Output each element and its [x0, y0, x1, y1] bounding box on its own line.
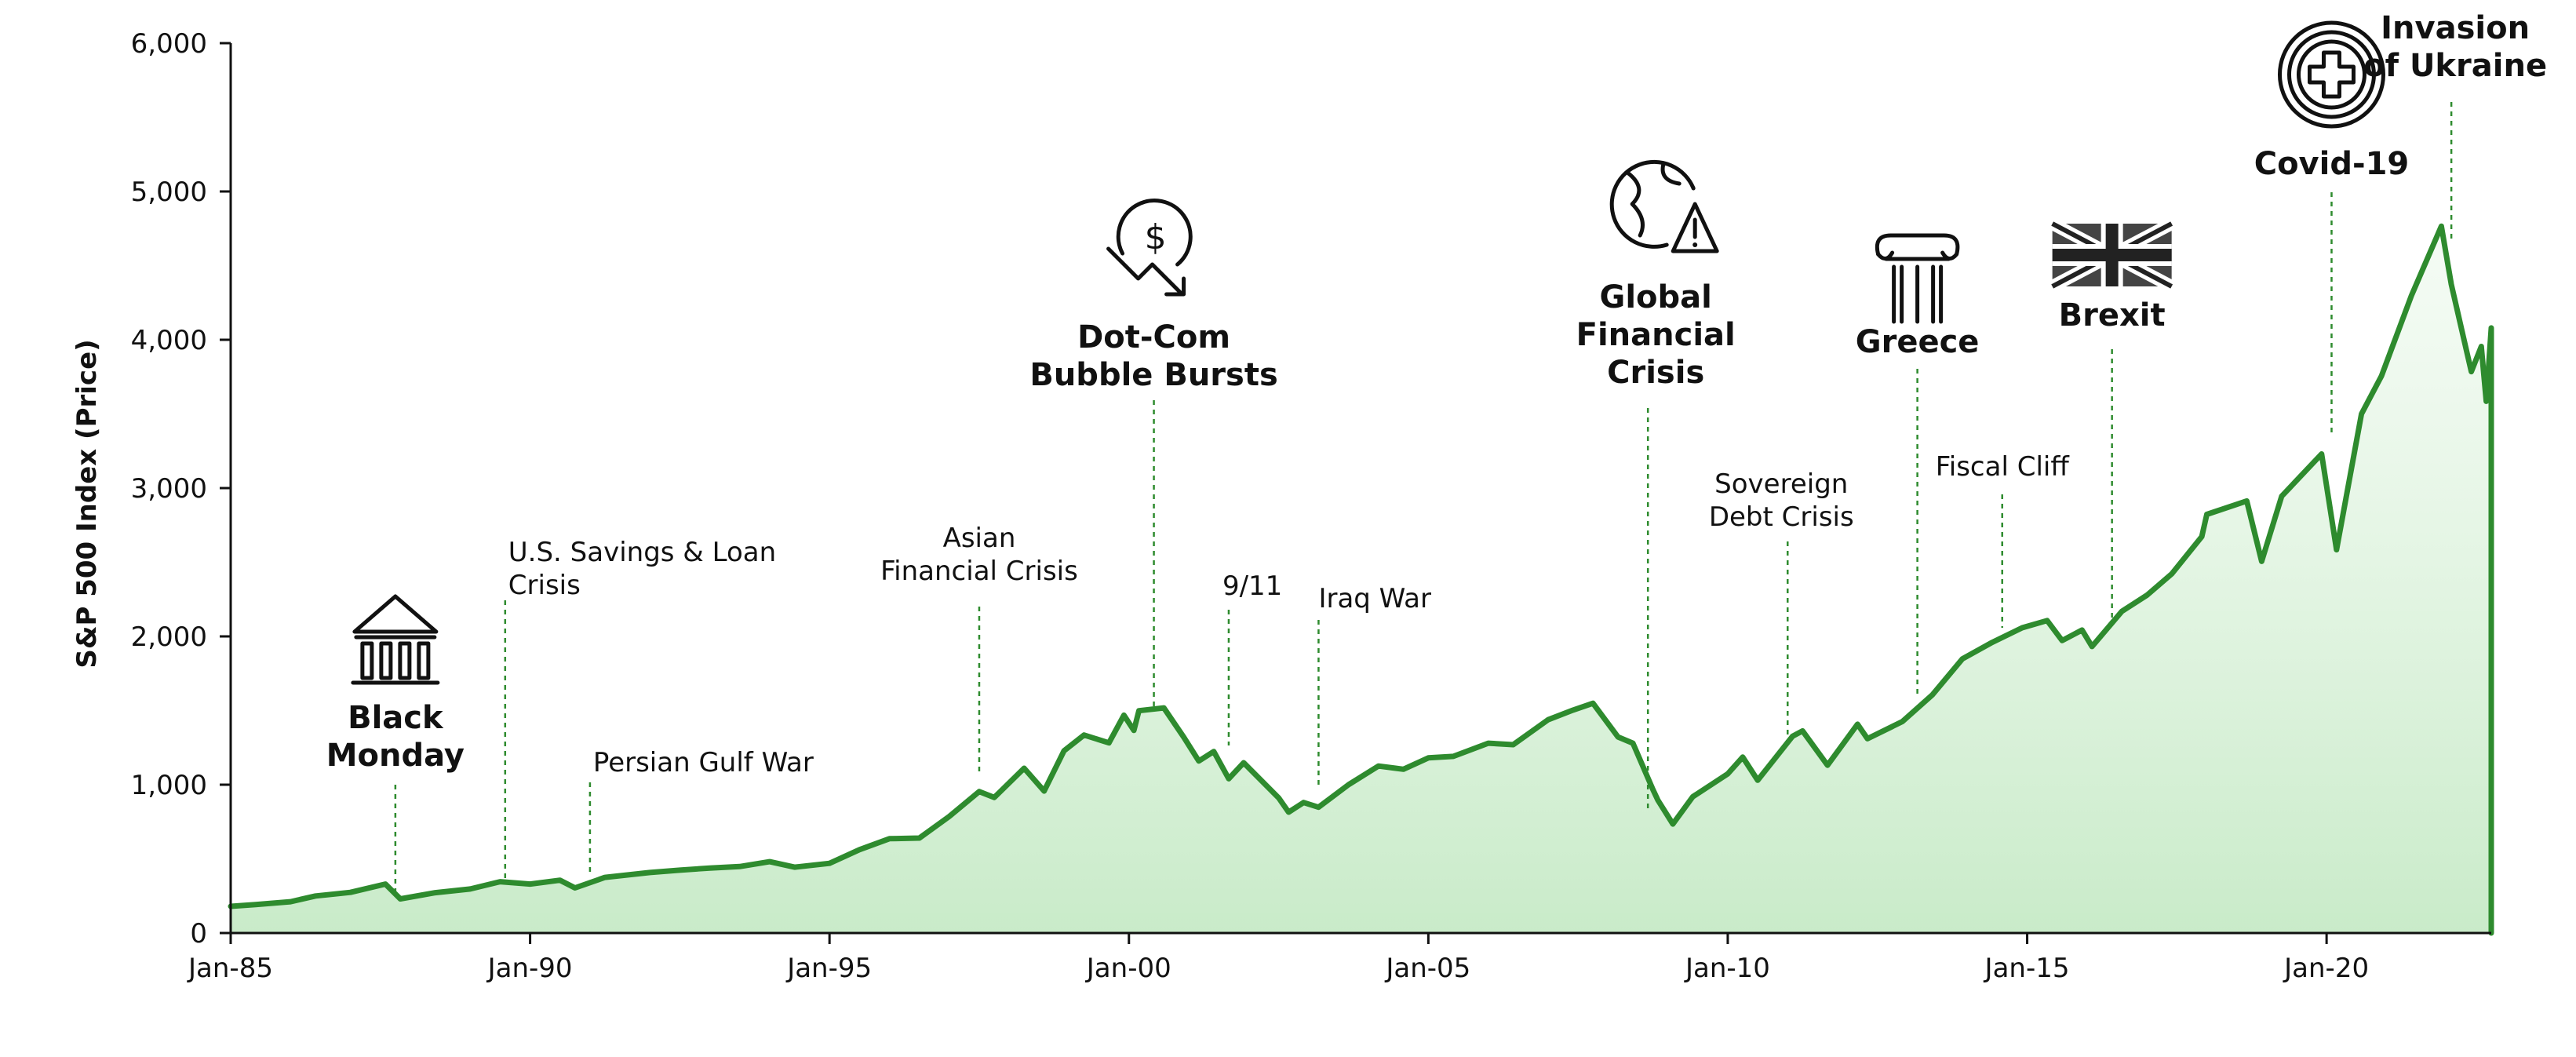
globe-warning-icon: [1609, 160, 1719, 253]
axes: 0 1,000 2,000 3,000 4,000 5,000 6,000 Jan-85 Jan…: [71, 28, 2491, 984]
event-label: 9/11: [1222, 570, 1282, 602]
event-label: Crisis: [1607, 355, 1704, 391]
event-label: of Ukraine: [2363, 48, 2547, 84]
event-label: Monday: [326, 738, 465, 774]
y-tick-label: 1,000: [131, 770, 207, 801]
event-label: Brexit: [2059, 297, 2166, 334]
event-label: Persian Gulf War: [593, 747, 814, 778]
event-label: Asian: [943, 523, 1016, 554]
x-tick-label: Jan-10: [1684, 953, 1770, 984]
x-tick-label: Jan-85: [187, 953, 273, 984]
medical-cross-icon: [2277, 20, 2385, 129]
event-annotation: Persian Gulf War: [588, 747, 814, 875]
event-label: Financial: [1576, 317, 1736, 353]
uk-flag-icon: [2049, 217, 2175, 293]
bank-icon: [351, 594, 440, 685]
event-annotation: Brexit: [2049, 217, 2175, 620]
y-axis-title: S&P 500 Index (Price): [71, 339, 103, 668]
y-tick-label: 6,000: [131, 28, 207, 60]
y-tick-label: 0: [190, 918, 207, 949]
event-label: Global: [1600, 279, 1712, 315]
area-fill: [231, 226, 2491, 933]
event-label: Sovereign: [1714, 468, 1848, 500]
dollar-down-icon: $: [1106, 199, 1193, 297]
event-annotation: 9/11: [1222, 570, 1282, 745]
plot-area: [228, 223, 2494, 936]
x-tick-label: Jan-95: [785, 953, 872, 984]
event-label: Greece: [1856, 324, 1980, 360]
event-annotation: Covid-19: [2254, 20, 2410, 436]
x-tick-label: Jan-00: [1085, 953, 1171, 984]
event-label: Debt Crisis: [1709, 501, 1854, 533]
event-label: Bubble Bursts: [1029, 357, 1277, 393]
y-tick-label: 2,000: [131, 621, 207, 653]
svg-text:$: $: [1145, 217, 1167, 257]
event-label: Invasion: [2381, 10, 2530, 46]
y-tick-label: 3,000: [131, 473, 207, 505]
x-tick-label: Jan-20: [2283, 953, 2369, 984]
event-label: U.S. Savings & Loan: [508, 537, 776, 568]
series-line: [228, 223, 2494, 936]
event-label: Crisis: [508, 570, 581, 601]
event-label: Dot-Com: [1077, 319, 1230, 355]
event-annotation: Iraq War: [1317, 583, 1431, 785]
event-annotation: Fiscal Cliff: [1936, 451, 2071, 628]
event-label: Fiscal Cliff: [1936, 451, 2071, 483]
x-tick-label: Jan-05: [1384, 953, 1470, 984]
y-tick-label: 5,000: [131, 177, 207, 208]
greek-column-icon: [1875, 233, 1960, 324]
x-tick-label: Jan-90: [486, 953, 573, 984]
event-label: Iraq War: [1318, 583, 1431, 614]
x-tick-label: Jan-15: [1984, 953, 2070, 984]
y-tick-label: 4,000: [131, 325, 207, 356]
event-label: Financial Crisis: [880, 556, 1078, 587]
event-label: Black: [348, 700, 444, 736]
event-label: Covid-19: [2254, 146, 2410, 182]
event-annotation: Greece: [1856, 233, 1980, 694]
